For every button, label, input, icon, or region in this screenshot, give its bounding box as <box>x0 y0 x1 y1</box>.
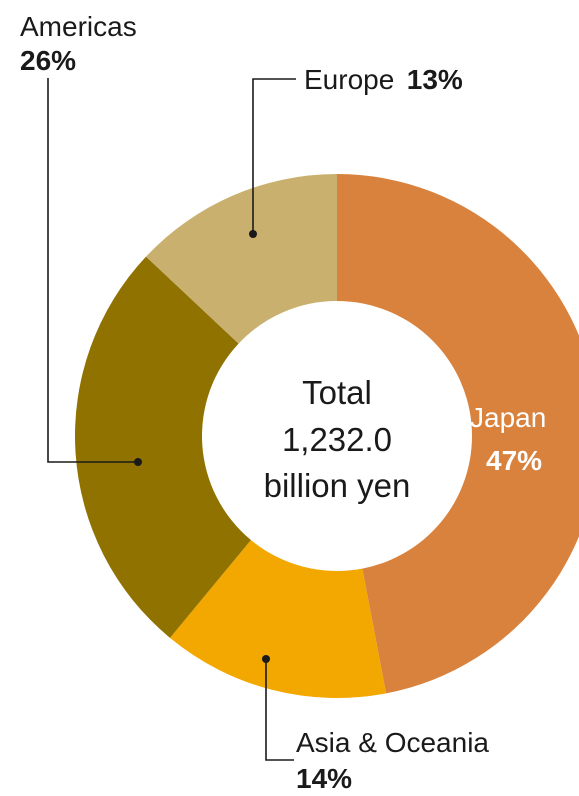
leader-line-europe <box>252 78 296 234</box>
leader-dot-europe <box>249 230 257 238</box>
slice-label-europe: Europe 13% <box>304 64 463 95</box>
center-total-label: Total <box>302 374 372 411</box>
slice-label-americas-name: Americas <box>20 11 137 42</box>
leader-dot-americas <box>134 458 142 466</box>
center-total-value: 1,232.0 <box>282 421 392 458</box>
slice-label-asia-name: Asia & Oceania <box>296 727 489 758</box>
slice-label-americas-value: 26% <box>20 45 76 76</box>
slice-label-japan-name: Japan <box>470 402 546 433</box>
slice-label-europe-name: Europe <box>304 64 394 95</box>
slice-asia-oceania <box>169 540 387 698</box>
slice-label-asia-value: 14% <box>296 763 352 794</box>
center-total-unit: billion yen <box>264 467 411 504</box>
leader-line-asia <box>265 659 294 761</box>
slice-label-japan-value: 47% <box>486 445 542 476</box>
leader-line-americas <box>47 78 138 463</box>
slice-label-europe-value: 13% <box>407 64 463 95</box>
slice-americas <box>74 256 251 638</box>
slice-group <box>74 174 579 698</box>
leader-dot-asia <box>262 655 270 663</box>
slice-japan <box>337 174 579 694</box>
slice-europe <box>146 174 337 344</box>
